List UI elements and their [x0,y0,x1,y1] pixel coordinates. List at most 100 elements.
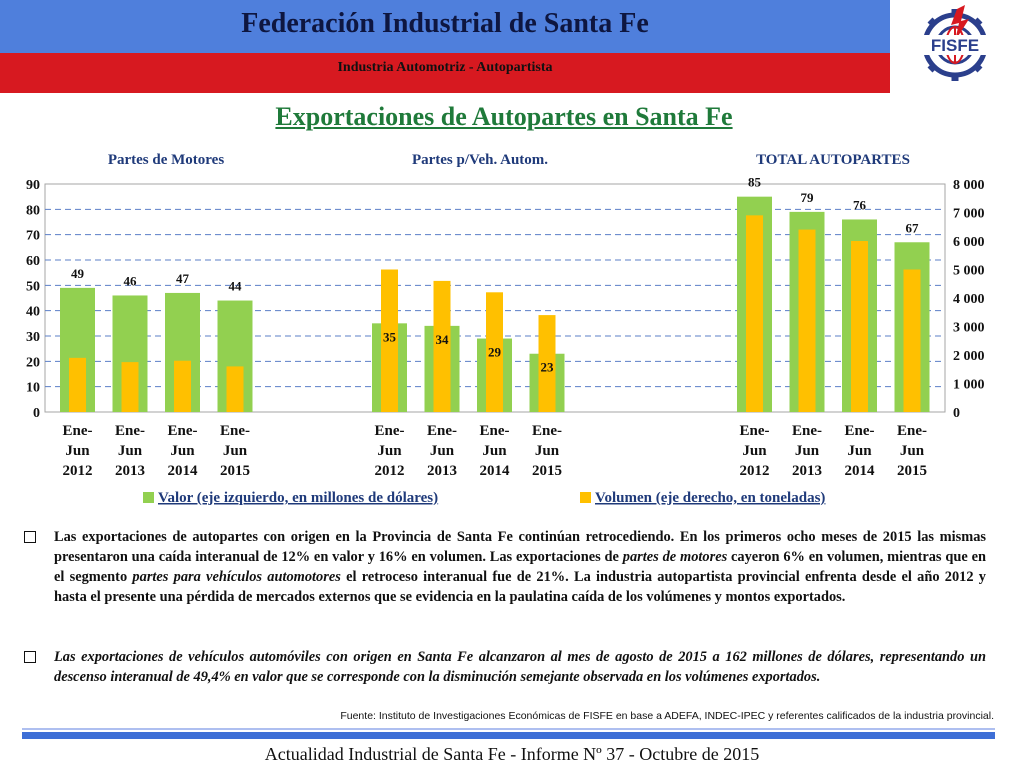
x-tick-label: 2013 [792,463,822,479]
y-left-tick-label: 40 [26,305,40,320]
bullet-text-run: Las exportaciones de vehículos automóvil… [54,649,986,685]
x-tick-label: 2014 [480,463,511,479]
x-tick-label: Ene- [480,423,510,439]
y-left-tick-label: 80 [26,203,40,218]
y-left-tick-label: 90 [26,178,40,193]
x-tick-label: Ene- [792,423,822,439]
legend-swatch-volumen [580,492,591,503]
x-tick-label: 2014 [168,463,199,479]
x-tick-label: 2012 [375,463,405,479]
exports-chart: 0 10 20 30 40 50 60 70 80 90 0 1 000 2 000 3 000 4 000… [26,152,985,506]
bar-volumen [121,362,139,412]
bar-volumen [798,229,816,412]
x-tick-label: Ene- [220,423,250,439]
x-tick-label: Ene- [168,423,198,439]
x-tick-label: Ene- [740,423,770,439]
y-right-tick-label: 7 000 [953,207,985,222]
bar-volumen [381,269,398,412]
x-tick-label: 2015 [897,463,927,479]
x-tick-label: 2013 [115,463,145,479]
org-title: Federación Industrial de Santa Fe [241,8,649,39]
data-label: 76 [853,197,867,212]
x-tick-label: Jun [847,443,872,459]
y-right-tick-label: 5 000 [953,264,985,279]
x-tick-label: 2012 [63,463,93,479]
bullet-autopartes: Las exportaciones de autopartes con orig… [24,527,986,607]
panel-title: TOTAL AUTOPARTES [756,152,910,168]
y-right-tick-label: 2 000 [953,349,985,364]
bullet-text-run: el retroceso interanual fue de 21%. La i… [54,569,986,605]
y-left-tick-label: 60 [26,254,40,269]
x-tick-label: 2012 [740,463,770,479]
bullet-text-run: cayeron 6% en volumen, mientras que en e… [54,549,986,585]
data-label: 23 [541,360,555,375]
data-label: 67 [906,220,920,235]
logo-text: FISFE [931,36,979,55]
legend-swatch-valor [143,492,154,503]
data-label: 35 [383,329,397,344]
bullet-vehiculos: Las exportaciones de vehículos automóvil… [24,647,986,687]
subheader-banner [0,53,890,93]
data-label: 49 [71,266,85,281]
y-left-tick-label: 20 [26,355,40,370]
page-title: Exportaciones de Autopartes en Santa Fe [275,102,733,131]
bullet-text: Las exportaciones de vehículos automóvil… [54,647,986,687]
legend-label-volumen: Volumen (eje derecho, en toneladas) [595,490,825,506]
bar-volumen [433,280,451,412]
x-tick-label: Jun [223,443,248,459]
x-tick-label: Ene- [375,423,405,439]
x-tick-label: 2013 [427,463,457,479]
x-tick-label: Jun [795,443,820,459]
x-tick-label: Ene- [845,423,875,439]
bar-volumen [486,292,503,412]
y-right-tick-label: 0 [953,406,960,421]
bullet-text-run: partes de motores [622,549,728,565]
y-right-tick-label: 4 000 [953,292,985,307]
bullet-text-run: Las exportaciones de autopartes con orig… [54,529,986,565]
y-left-tick-label: 0 [33,406,40,421]
data-label: 34 [436,332,450,347]
data-label: 47 [176,271,190,286]
fisfe-logo: FISFE [911,5,999,81]
footer-text: Actualidad Industrial de Santa Fe - Info… [264,744,760,764]
bullet-text: Las exportaciones de autopartes con orig… [54,527,986,607]
panel-title: Partes p/Veh. Autom. [412,152,548,168]
bar-volumen [226,366,244,412]
data-label: 46 [124,273,138,288]
org-subtitle: Industria Automotriz - Autopartista [337,60,553,75]
y-right-tick-label: 1 000 [953,378,985,393]
bar-volumen [903,269,921,412]
x-tick-label: Jun [742,443,767,459]
legend-label-valor: Valor (eje izquierdo, en millones de dól… [158,490,438,506]
y-left-tick-label: 10 [26,381,40,396]
y-left-tick-label: 50 [26,279,40,294]
bar-volumen [69,357,86,412]
checkbox-bullet-icon [24,531,36,543]
x-tick-label: Jun [482,443,507,459]
x-tick-label: Jun [430,443,455,459]
bar-volumen [746,215,763,412]
x-tick-label: 2015 [532,463,562,479]
y-right-tick-label: 8 000 [953,178,985,193]
x-tick-label: 2015 [220,463,250,479]
x-tick-label: Ene- [63,423,93,439]
data-label: 44 [229,279,243,294]
x-tick-label: Ene- [532,423,562,439]
footer-divider [22,728,995,730]
y-right-tick-label: 6 000 [953,235,985,250]
footer-bar [22,732,995,739]
x-tick-label: 2014 [845,463,876,479]
data-label: 29 [488,345,502,360]
x-tick-label: Jun [170,443,195,459]
bar-volumen [174,360,191,412]
y-right-tick-label: 3 000 [953,321,985,336]
checkbox-bullet-icon [24,651,36,663]
x-tick-label: Jun [535,443,560,459]
x-tick-label: Jun [65,443,90,459]
x-tick-label: Jun [118,443,143,459]
y-left-tick-label: 70 [26,229,40,244]
data-label: 79 [801,190,815,205]
x-tick-label: Jun [900,443,925,459]
data-label: 85 [748,175,762,190]
panel-title: Partes de Motores [108,152,225,168]
